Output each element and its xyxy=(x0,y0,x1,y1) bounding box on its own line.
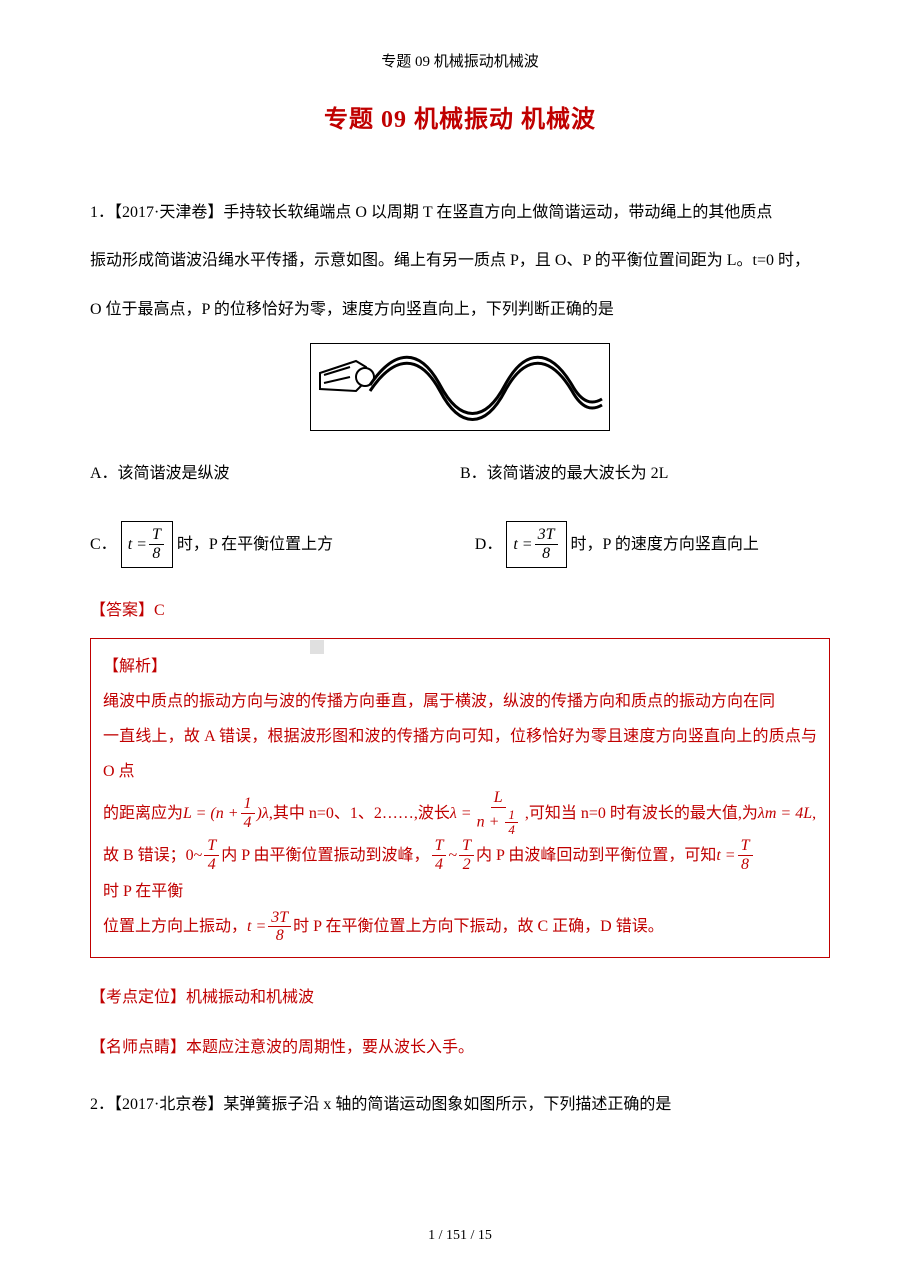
explain-line2a: 的距离应为 xyxy=(103,796,183,831)
explain-line4a: 位置上方向上振动， xyxy=(103,909,247,944)
eqLam-lhs: λ = xyxy=(450,796,472,831)
explain-line1a: 绳波中质点的振动方向与波的传播方向垂直，属于横波，纵波的传播方向和质点的振动方向… xyxy=(103,684,775,719)
option-c-eq-box: t = T 8 xyxy=(121,521,173,567)
option-c-post: 时，P 在平衡位置上方 xyxy=(177,527,333,562)
option-d-pre: D． xyxy=(475,527,503,562)
option-d-num: 3T xyxy=(535,526,558,545)
option-c-lhs: t = xyxy=(128,527,147,562)
explain-line3a: 故 B 错误；0~ xyxy=(103,838,202,873)
frac-T8: T 8 xyxy=(738,837,753,873)
option-d-lhs: t = xyxy=(513,527,532,562)
q1-stem-line1: 1．【2017·天津卷】手持较长软绳端点 O 以周期 T 在竖直方向上做简谐运动… xyxy=(90,194,830,232)
option-c-frac: T 8 xyxy=(149,526,164,562)
frac-3T8-num: 3T xyxy=(268,909,291,928)
frac-T8-den: 8 xyxy=(738,856,752,874)
explain-line1b: 一直线上，故 A 错误，根据波形图和波的传播方向可知，位移恰好为零且速度方向竖直… xyxy=(103,719,817,789)
explain-line3d: 时 P 在平衡 xyxy=(103,874,183,909)
eqL-num: 1 xyxy=(241,795,255,814)
option-c-pre: C． xyxy=(90,527,117,562)
eqL-frac: 1 4 xyxy=(241,795,255,831)
explain-line2d: , xyxy=(812,796,816,831)
eqLam-den-den: 4 xyxy=(505,823,518,837)
answer-label: 【答案】 xyxy=(90,602,154,619)
explain-line3b: 内 P 由平衡位置振动到波峰， xyxy=(221,838,429,873)
eqLam-den-num: 1 xyxy=(505,808,518,823)
watermark-dot xyxy=(310,640,324,654)
tip-text: 本题应注意波的周期性，要从波长入手。 xyxy=(186,1039,474,1056)
explain-label: 【解析】 xyxy=(103,649,167,684)
tilde: ~ xyxy=(448,838,457,873)
main-title: 专题 09 机械振动 机械波 xyxy=(90,99,830,134)
frac-T2-den: 2 xyxy=(460,856,474,874)
running-head: 专题 09 机械振动机械波 xyxy=(90,50,830,71)
eqL-rhs: )λ xyxy=(257,796,269,831)
eqLam-den: n + 1 4 xyxy=(474,808,523,838)
frac-3T8-den: 8 xyxy=(273,927,287,945)
keypoint-text: 机械振动和机械波 xyxy=(186,989,314,1006)
frac-T8-num: T xyxy=(738,837,753,856)
keypoint-block: 【考点定位】机械振动和机械波 xyxy=(90,982,830,1014)
frac-T4a-den: 4 xyxy=(205,856,219,874)
option-a: A．该简谐波是纵波 xyxy=(90,456,460,491)
option-d-frac: 3T 8 xyxy=(535,526,558,562)
tip-label: 【名师点睛】 xyxy=(90,1039,186,1056)
page: 专题 09 机械振动机械波 专题 09 机械振动 机械波 1．【2017·天津卷… xyxy=(0,0,920,1274)
tip-block: 【名师点睛】本题应注意波的周期性，要从波长入手。 xyxy=(90,1032,830,1064)
option-d-eq-box: t = 3T 8 xyxy=(506,521,566,567)
frac-3T8: 3T 8 xyxy=(268,909,291,945)
answer-value: C xyxy=(154,602,165,619)
explain-line4b: 时 P 在平衡位置上方向下振动，故 C 正确，D 错误。 xyxy=(293,909,664,944)
option-c: C． t = T 8 时，P 在平衡位置上方 xyxy=(90,521,475,567)
q1-stem-line2: 振动形成简谐波沿绳水平传播，示意如图。绳上有另一质点 P，且 O、P 的平衡位置… xyxy=(90,242,830,280)
option-d: D． t = 3T 8 时，P 的速度方向竖直向上 xyxy=(475,521,830,567)
eqLam-frac: L n + 1 4 xyxy=(474,789,523,837)
wave-rope-icon xyxy=(310,343,610,431)
t38-lhs: t = xyxy=(247,909,266,944)
eqL-lhs: L = (n + xyxy=(183,796,239,831)
eqL-den: 4 xyxy=(241,814,255,832)
q2-stem: 2．【2017·北京卷】某弹簧振子沿 x 轴的简谐运动图象如图所示，下列描述正确… xyxy=(90,1086,830,1124)
explain-box: 【解析】 绳波中质点的振动方向与波的传播方向垂直，属于横波，纵波的传播方向和质点… xyxy=(90,638,830,959)
option-d-post: 时，P 的速度方向竖直向上 xyxy=(571,527,759,562)
page-footer: 1 / 151 / 15 xyxy=(0,1228,920,1244)
frac-T4b: T 4 xyxy=(432,837,447,873)
options-row-ab: A．该简谐波是纵波 B．该简谐波的最大波长为 2L xyxy=(90,456,830,491)
option-d-den: 8 xyxy=(539,545,553,563)
explain-line3c: 内 P 由波峰回动到平衡位置，可知 xyxy=(476,838,716,873)
eqLam-den-a: n + xyxy=(477,813,504,830)
eqLam-num: L xyxy=(491,789,506,808)
options-row-cd: C． t = T 8 时，P 在平衡位置上方 D． t = 3T 8 时，P 的… xyxy=(90,521,830,567)
frac-T2: T 2 xyxy=(459,837,474,873)
option-c-den: 8 xyxy=(149,545,163,563)
t8-lhs: t = xyxy=(716,838,735,873)
frac-T4b-den: 4 xyxy=(432,856,446,874)
keypoint-label: 【考点定位】 xyxy=(90,989,186,1006)
answer-block: 【答案】C xyxy=(90,596,830,620)
option-b: B．该简谐波的最大波长为 2L xyxy=(460,456,830,491)
frac-T4b-num: T xyxy=(432,837,447,856)
explain-line2c: ,可知当 n=0 时有波长的最大值,为 xyxy=(525,796,758,831)
q1-figure xyxy=(90,343,830,436)
eqLm: λm = 4L xyxy=(758,796,812,831)
frac-T4a-num: T xyxy=(204,837,219,856)
q1-stem-line3: O 位于最高点，P 的位移恰好为零，速度方向竖直向上，下列判断正确的是 xyxy=(90,291,830,329)
frac-T2-num: T xyxy=(459,837,474,856)
eqLam-den-frac: 1 4 xyxy=(505,808,518,838)
option-c-num: T xyxy=(149,526,164,545)
frac-T4a: T 4 xyxy=(204,837,219,873)
explain-line2b: ,其中 n=0、1、2……,波长 xyxy=(269,796,450,831)
